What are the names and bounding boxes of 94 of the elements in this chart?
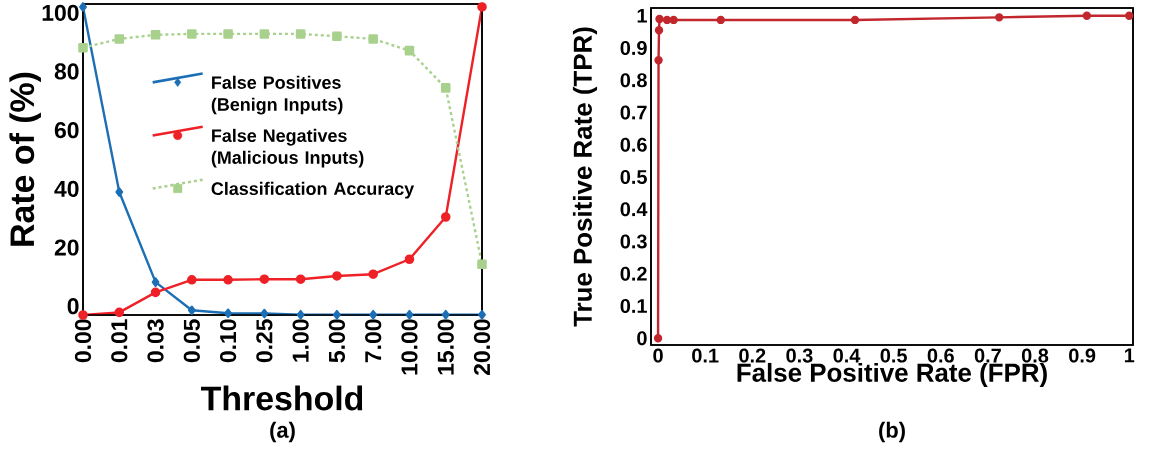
legend-label: False Positives (Benign Inputs) bbox=[211, 75, 343, 115]
x-tick-label: 5.00 bbox=[328, 319, 346, 363]
x-tick-label: 0.1 bbox=[692, 348, 719, 363]
x-tick-label: 0.00 bbox=[74, 319, 92, 363]
point bbox=[187, 275, 197, 285]
y-tick-label: 0.2 bbox=[620, 266, 647, 281]
x-tick-label: 0.3 bbox=[786, 348, 813, 363]
y-tick-label: 0.4 bbox=[620, 202, 648, 217]
point bbox=[404, 45, 415, 56]
point bbox=[478, 309, 486, 320]
y-tick-label: 1 bbox=[637, 8, 647, 23]
point bbox=[114, 34, 125, 44]
x-tick-label: 0.4 bbox=[833, 348, 861, 363]
point bbox=[150, 287, 161, 298]
text: (a) bbox=[270, 421, 295, 443]
point bbox=[662, 15, 672, 25]
y-tick-label: 0.7 bbox=[620, 105, 647, 120]
y-tick-label: 20 bbox=[54, 239, 79, 256]
point bbox=[79, 2, 87, 12]
text: (b) bbox=[879, 421, 905, 443]
point bbox=[477, 2, 487, 12]
y-axis-title: Rate of (%) bbox=[9, 72, 41, 246]
point bbox=[259, 29, 270, 39]
y-tick-label: 80 bbox=[54, 63, 79, 80]
point bbox=[655, 14, 664, 24]
y-tick-label: 40 bbox=[54, 180, 79, 197]
point bbox=[260, 308, 269, 319]
point bbox=[1082, 11, 1092, 20]
point bbox=[654, 26, 664, 35]
point bbox=[114, 307, 125, 318]
x-tick-label: 10.00 bbox=[401, 319, 418, 375]
point bbox=[440, 212, 451, 222]
point bbox=[654, 56, 663, 65]
x-tick-label: 0.6 bbox=[927, 348, 954, 363]
point bbox=[296, 309, 305, 320]
point bbox=[368, 34, 378, 44]
point bbox=[669, 15, 678, 25]
point bbox=[440, 83, 451, 93]
point bbox=[223, 275, 233, 285]
point bbox=[369, 309, 378, 320]
point bbox=[115, 187, 124, 197]
x-tick-label: 1 bbox=[1124, 348, 1135, 363]
point bbox=[368, 269, 378, 279]
x-axis-title: False Positive Rate (FPR) bbox=[737, 362, 1047, 388]
x-tick-label: 7.00 bbox=[365, 319, 382, 363]
x-tick-label: 0.05 bbox=[183, 319, 200, 363]
x-tick-label: 0.01 bbox=[111, 319, 128, 363]
y-tick-label: 0.1 bbox=[620, 298, 647, 314]
point bbox=[333, 309, 341, 320]
x-tick-label: 0.10 bbox=[219, 319, 237, 363]
point bbox=[404, 254, 415, 265]
x-tick-label: 0.8 bbox=[1021, 348, 1049, 363]
y-tick-label: 0.8 bbox=[620, 73, 647, 88]
point bbox=[259, 274, 270, 284]
point bbox=[150, 30, 161, 40]
point bbox=[295, 29, 306, 39]
x-tick-label: 0.25 bbox=[256, 319, 273, 363]
y-axis-title: True Positive Rate (TPR) bbox=[572, 27, 598, 327]
x-axis-title: Threshold bbox=[201, 385, 363, 411]
x-tick-label: 15.00 bbox=[437, 319, 454, 375]
point bbox=[187, 305, 196, 316]
x-tick-label: 0.9 bbox=[1069, 348, 1096, 363]
x-tick-label: 0.03 bbox=[147, 319, 164, 363]
point bbox=[332, 271, 342, 281]
point bbox=[850, 15, 860, 25]
point bbox=[716, 15, 725, 25]
y-tick-label: 0.9 bbox=[620, 40, 647, 56]
point bbox=[653, 334, 663, 343]
x-tick-label: 0.5 bbox=[880, 348, 907, 363]
point bbox=[223, 29, 233, 39]
legend-label: False Negatives (Malicious Inputs) bbox=[211, 128, 364, 168]
point bbox=[995, 13, 1004, 22]
point bbox=[477, 259, 487, 270]
point bbox=[1125, 11, 1134, 20]
point bbox=[224, 308, 232, 319]
point bbox=[78, 42, 88, 53]
x-tick-label: 20.00 bbox=[473, 319, 491, 376]
y-tick-label: 0.6 bbox=[620, 137, 647, 152]
x-tick-label: 1.00 bbox=[292, 319, 309, 362]
y-tick-label: 0 bbox=[67, 298, 79, 315]
point bbox=[332, 31, 342, 42]
x-tick-label: 0 bbox=[653, 348, 663, 363]
legend-label: Classification Accuracy bbox=[211, 181, 415, 199]
point bbox=[405, 309, 414, 320]
x-tick-label: 0.2 bbox=[739, 348, 766, 363]
y-tick-label: 100 bbox=[42, 4, 79, 21]
point bbox=[295, 274, 306, 284]
x-tick-label: 0.7 bbox=[974, 348, 1001, 363]
y-tick-label: 0.5 bbox=[620, 169, 647, 185]
point bbox=[441, 309, 450, 320]
point bbox=[187, 29, 197, 39]
y-tick-label: 0.3 bbox=[620, 234, 647, 249]
y-tick-label: 60 bbox=[54, 122, 79, 139]
point bbox=[151, 277, 160, 287]
